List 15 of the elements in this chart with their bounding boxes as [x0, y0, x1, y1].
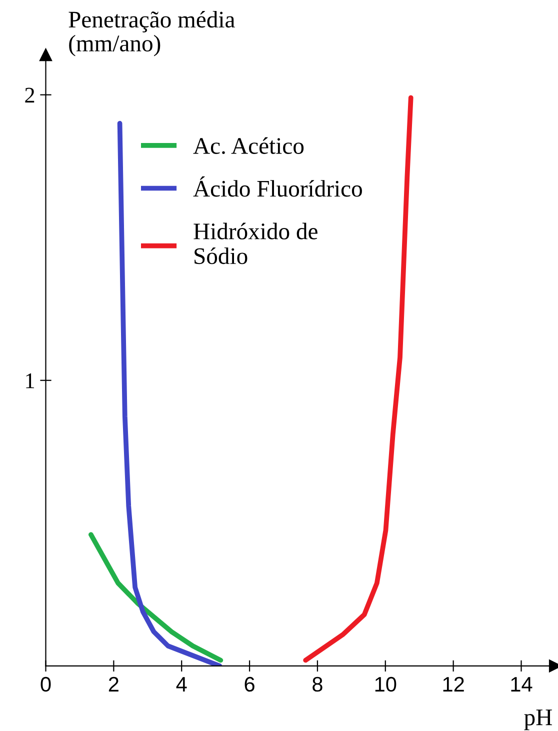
x-tick-label: 10 [375, 676, 396, 692]
x-tick-label: 14 [511, 677, 532, 692]
line-series [88, 532, 224, 663]
x-tick-label: 12 [443, 676, 464, 692]
legend-label: Hidróxido de Sódio [194, 222, 318, 264]
x-tick-label: 2 [108, 676, 118, 692]
legend-label: Ácido Fluorídrico [193, 176, 362, 197]
x-tick-label: 8 [312, 676, 322, 692]
y-tick-label: 1 [26, 373, 34, 388]
x-tick-label: 0 [40, 676, 51, 692]
y-axis-title: Penetração média (mm/ano) [68, 10, 235, 56]
x-tick-label: 4 [176, 677, 187, 692]
x-axis-title: pH [524, 710, 552, 730]
legend-label: Ac. Acético [193, 137, 304, 154]
x-tick-label: 6 [244, 676, 254, 692]
